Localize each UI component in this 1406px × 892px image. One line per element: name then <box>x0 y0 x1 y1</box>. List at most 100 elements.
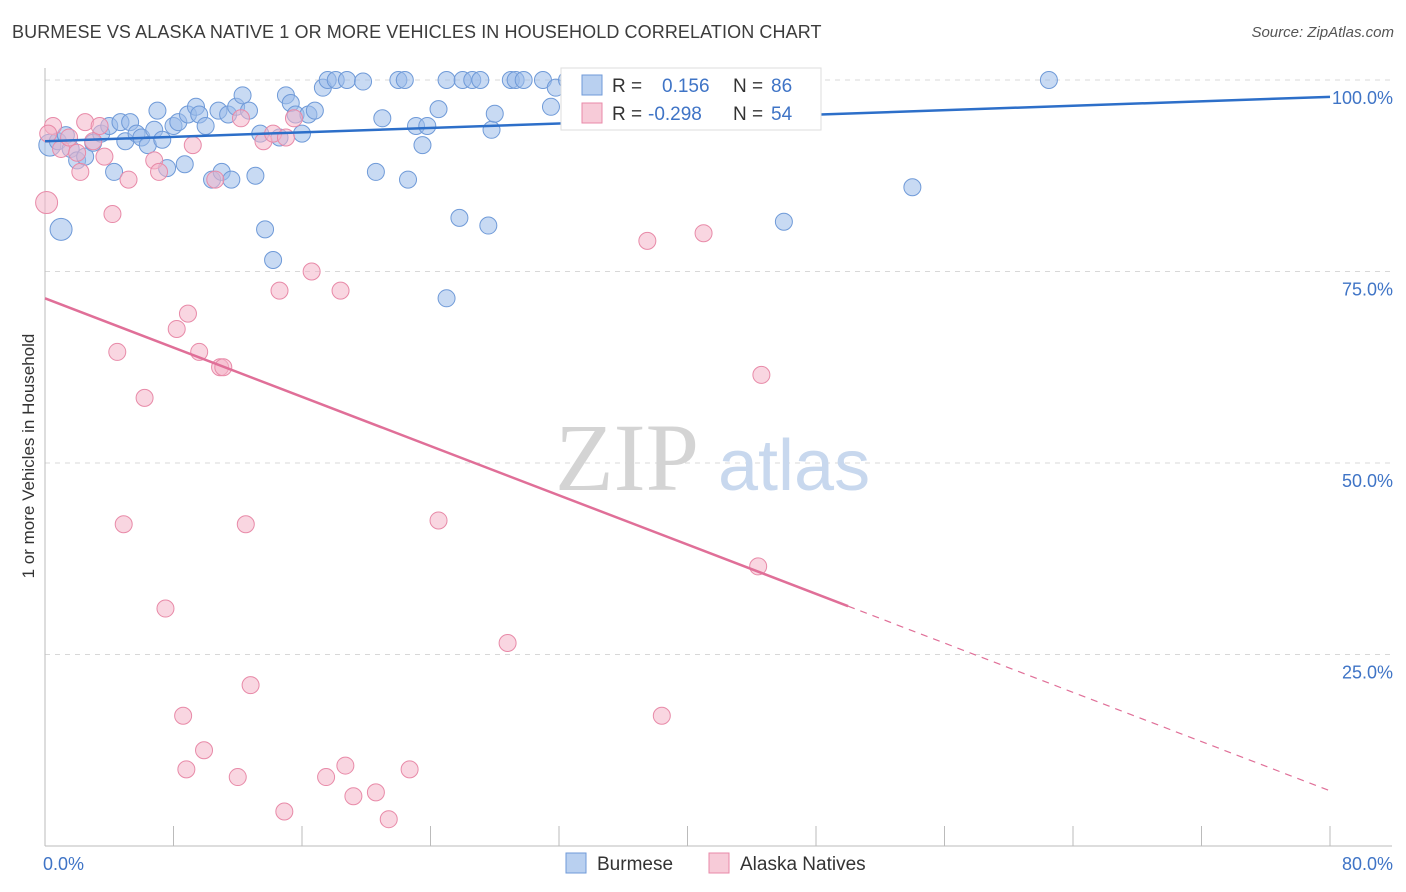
alaska-point-38 <box>336 756 355 775</box>
burmese-point-62 <box>450 208 469 227</box>
legend-burmese-swatch <box>581 74 603 96</box>
alaska-points <box>35 109 771 829</box>
burmese-point-51 <box>354 72 373 91</box>
alaska-point-9 <box>103 205 122 224</box>
burmese-point-66 <box>479 216 498 235</box>
alaska-point-4 <box>68 143 87 162</box>
burmese-point-83 <box>903 178 922 197</box>
burmese-point-73 <box>541 97 560 116</box>
series-legend: Burmese Alaska Natives <box>565 852 866 875</box>
grid-lines <box>45 79 1392 655</box>
y-tick-label-2: 50.0% <box>1342 471 1393 491</box>
y-axis-label: 1 or more Vehicles in Household <box>19 334 38 579</box>
legend-burmese-r-value: 0.156 <box>662 76 710 97</box>
alaska-point-42 <box>400 760 419 779</box>
burmese-point-58 <box>413 136 432 155</box>
alaska-point-32 <box>270 281 289 300</box>
alaska-point-6 <box>84 132 103 151</box>
chart-title: BURMESE VS ALASKA NATIVE 1 OR MORE VEHIC… <box>12 22 822 42</box>
burmese-point-36 <box>246 166 265 185</box>
alaska-point-28 <box>236 515 255 534</box>
bottom-legend-alaska-swatch <box>708 852 730 874</box>
burmese-point-19 <box>153 130 172 149</box>
burmese-point-82 <box>774 212 793 231</box>
burmese-point-65 <box>471 71 490 89</box>
alaska-point-33 <box>275 802 294 821</box>
x-tick-label-0: 0.0% <box>43 854 84 874</box>
burmese-point-18 <box>148 101 167 120</box>
legend-alaska-r-label: R = <box>612 104 642 125</box>
alaska-point-47 <box>694 224 713 243</box>
alaska-point-3 <box>60 128 79 147</box>
legend-box <box>560 67 822 131</box>
burmese-point-53 <box>373 109 392 128</box>
burmese-point-32 <box>222 170 241 189</box>
burmese-point-61 <box>437 71 456 89</box>
burmese-point-34 <box>233 86 252 105</box>
alaska-point-27 <box>228 768 247 787</box>
alaska-point-12 <box>114 515 133 534</box>
burmese-point-10 <box>105 162 124 181</box>
burmese-point-23 <box>175 155 194 174</box>
alaska-point-24 <box>206 170 225 189</box>
alaska-point-50 <box>39 124 58 143</box>
x-tick-label-1: 80.0% <box>1342 854 1393 874</box>
alaska-point-10 <box>119 170 138 189</box>
alaska-point-8 <box>95 147 114 166</box>
y-tick-label-0: 100.0% <box>1332 88 1393 108</box>
bottom-legend-burmese: Burmese <box>597 854 673 875</box>
burmese-point-71 <box>514 71 533 89</box>
burmese-point-68 <box>485 104 504 123</box>
watermark-zip: ZIP <box>555 404 699 511</box>
burmese-point-84 <box>1039 71 1058 89</box>
alaska-point-19 <box>177 760 196 779</box>
alaska-point-34 <box>284 109 303 128</box>
alaska-point-21 <box>183 136 202 155</box>
alaska-point-46 <box>652 706 671 725</box>
burmese-point-55 <box>395 71 414 89</box>
bottom-legend-burmese-swatch <box>565 852 587 874</box>
burmese-point-56 <box>399 170 418 189</box>
alaska-point-20 <box>178 304 197 323</box>
y-tick-labels: 100.0% 75.0% 50.0% 25.0% <box>1332 88 1393 683</box>
alaska-point-35 <box>302 262 321 281</box>
legend-burmese-n-value: 86 <box>771 76 792 97</box>
alaska-point-11 <box>108 342 127 361</box>
burmese-point-3 <box>49 217 73 241</box>
alaska-point-45 <box>638 231 657 250</box>
y-tick-label-1: 75.0% <box>1342 280 1393 300</box>
alaska-point-13 <box>135 388 154 407</box>
alaska-point-41 <box>379 810 398 829</box>
alaska-trend-line <box>44 297 849 608</box>
burmese-point-39 <box>264 251 283 270</box>
legend-alaska-n-label: N = <box>733 104 763 125</box>
alaska-point-7 <box>90 116 109 135</box>
alaska-point-40 <box>366 783 385 802</box>
burmese-point-52 <box>366 162 385 181</box>
alaska-point-39 <box>344 787 363 806</box>
bottom-legend-alaska: Alaska Natives <box>740 854 866 875</box>
source-label: Source: ZipAtlas.com <box>1251 24 1394 41</box>
alaska-point-43 <box>429 511 448 530</box>
legend-burmese-n-label: N = <box>733 76 763 97</box>
burmese-point-27 <box>196 116 215 135</box>
legend-burmese-r-label: R = <box>612 76 642 97</box>
alaska-point-29 <box>241 676 260 695</box>
y-tick-label-3: 25.0% <box>1342 663 1393 683</box>
watermark: ZIP atlas <box>555 404 870 511</box>
axes <box>44 68 1392 847</box>
alaska-trend-line-extension <box>847 605 1331 792</box>
alaska-point-37 <box>331 281 350 300</box>
legend-alaska-n-value: 54 <box>771 104 793 125</box>
alaska-point-17 <box>167 319 186 338</box>
alaska-point-49 <box>752 365 771 384</box>
alaska-point-36 <box>317 768 336 787</box>
burmese-point-50 <box>337 71 356 89</box>
alaska-point-0 <box>35 191 59 215</box>
burmese-point-46 <box>305 101 324 120</box>
burmese-point-38 <box>256 220 275 239</box>
watermark-atlas: atlas <box>718 426 870 506</box>
alaska-point-15 <box>150 162 169 181</box>
alaska-point-44 <box>498 634 517 653</box>
